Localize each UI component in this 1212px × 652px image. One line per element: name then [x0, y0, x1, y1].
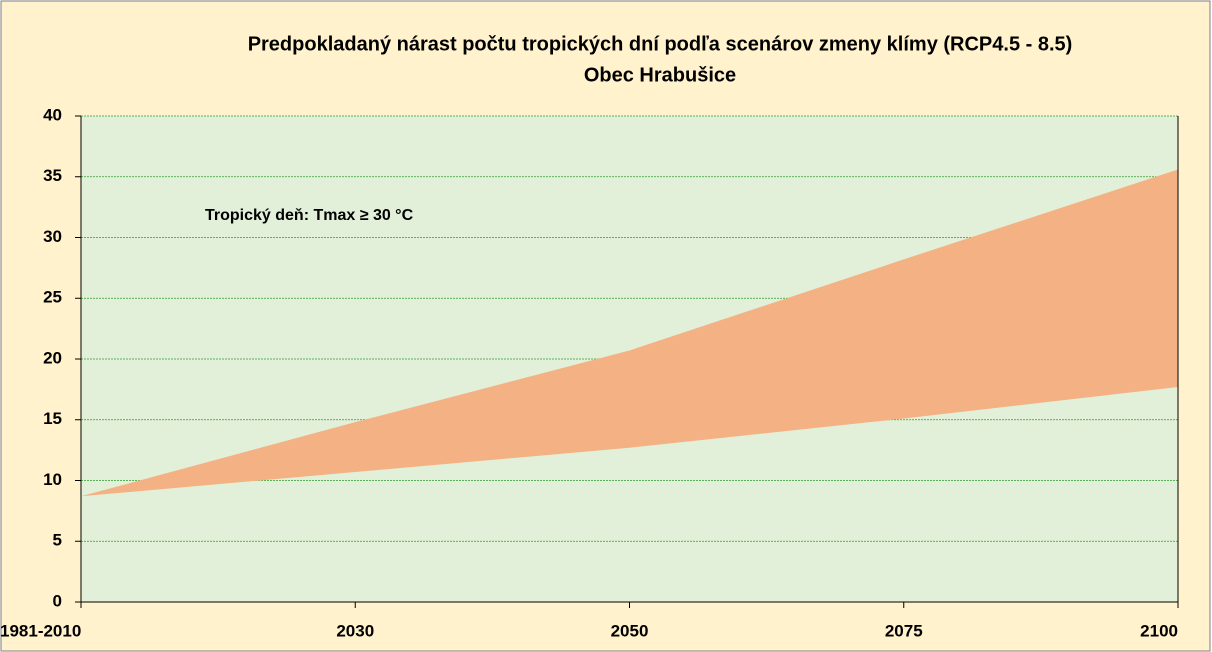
y-tick-label: 35 — [43, 166, 62, 185]
y-tick-label: 25 — [43, 288, 62, 307]
annotation: Tropický deň: Tmax ≥ 30 °C — [205, 207, 414, 224]
y-tick-label: 15 — [43, 409, 62, 428]
band-area — [81, 169, 1178, 497]
y-tick-label: 20 — [43, 348, 62, 367]
chart-title: Predpokladaný nárast počtu tropických dn… — [248, 33, 1073, 55]
x-tick-label: 2075 — [885, 621, 923, 640]
y-tick-label: 40 — [43, 105, 62, 124]
y-tick-label: 10 — [43, 470, 62, 489]
y-tick-label: 0 — [53, 591, 62, 610]
chart-subtitle: Obec Hrabušice — [584, 64, 736, 86]
x-tick-label: 1981-2010 — [0, 621, 81, 640]
x-tick-label: 2050 — [611, 621, 649, 640]
y-tick-label: 5 — [53, 531, 62, 550]
y-tick-label: 30 — [43, 227, 62, 246]
x-tick-label: 2100 — [1140, 621, 1178, 640]
x-tick-label: 2030 — [336, 621, 374, 640]
